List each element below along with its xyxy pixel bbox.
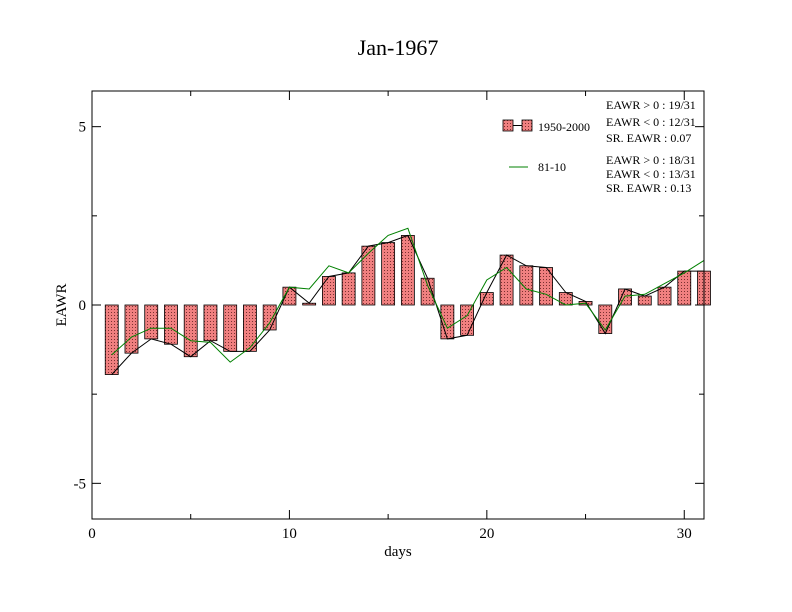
bar: [519, 265, 534, 306]
series-line-1950-2000: [111, 234, 704, 375]
plot-area: [104, 227, 711, 375]
bar: [124, 304, 139, 354]
y-tick-label: 0: [79, 298, 87, 314]
bar: [361, 245, 376, 306]
bar: [164, 304, 178, 345]
stat-line: EAWR < 0 : 13/31: [606, 167, 696, 181]
x-axis-label: days: [384, 544, 412, 560]
bar: [440, 304, 455, 340]
bar: [262, 304, 277, 331]
bar: [637, 295, 652, 306]
series-line-81-10: [111, 227, 705, 363]
y-tick-label: 5: [79, 120, 87, 136]
legend-swatch-bar-right: [521, 119, 533, 132]
bar: [183, 304, 198, 358]
stats-81-10: EAWR > 0 : 18/31 EAWR < 0 : 13/31 SR. EA…: [606, 153, 696, 195]
x-axis: 0 10 20 30: [88, 91, 692, 542]
legend-swatch-bar-left: [502, 119, 514, 132]
bar: [341, 272, 356, 306]
chart-title: Jan-1967: [358, 35, 439, 60]
stat-line: EAWR > 0 : 18/31: [606, 153, 696, 167]
bar: [460, 304, 474, 336]
bar: [381, 242, 396, 306]
x-tick-label: 10: [282, 526, 297, 542]
bar: [657, 286, 672, 306]
stats-1950-2000: EAWR > 0 : 19/31 EAWR < 0 : 12/31 SR. EA…: [606, 98, 696, 145]
legend: 1950-2000 81-10: [502, 119, 590, 174]
x-tick-label: 30: [677, 526, 692, 542]
stat-line: EAWR > 0 : 19/31: [606, 98, 696, 112]
stat-line: SR. EAWR : 0.07: [606, 131, 691, 145]
stat-line: SR. EAWR : 0.13: [606, 181, 691, 195]
y-axis: -5 0 5: [74, 120, 704, 492]
y-axis-label: EAWR: [54, 284, 70, 327]
x-tick-label: 20: [479, 526, 494, 542]
bar: [499, 254, 514, 306]
bar: [243, 304, 257, 352]
bar: [677, 270, 692, 306]
bar: [104, 304, 119, 375]
bar: [144, 304, 159, 340]
y-tick-label: -5: [74, 476, 87, 492]
legend-label-81-10: 81-10: [538, 160, 566, 174]
x-tick-label: 0: [88, 526, 96, 542]
stat-line: EAWR < 0 : 12/31: [606, 115, 696, 129]
bar: [203, 304, 218, 342]
bar: [322, 276, 336, 306]
bar: [223, 304, 238, 352]
legend-label-1950-2000: 1950-2000: [538, 120, 590, 134]
